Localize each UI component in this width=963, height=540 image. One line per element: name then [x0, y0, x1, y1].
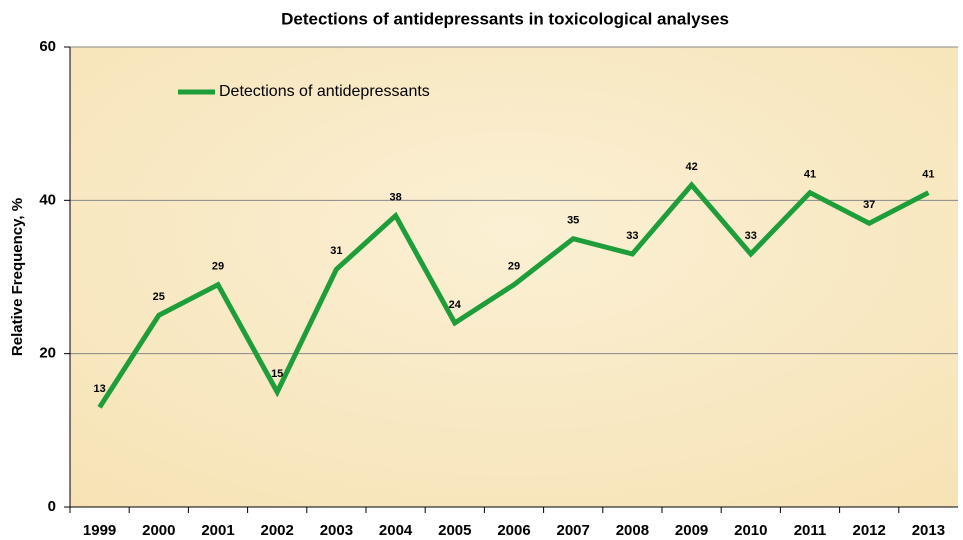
- x-tick-label: 2008: [616, 522, 649, 539]
- x-tick-label: 2010: [734, 522, 767, 539]
- data-label: 41: [804, 169, 816, 181]
- y-axis-label: Relative Frequency, %: [9, 198, 26, 356]
- data-label: 33: [745, 230, 757, 242]
- x-tick-label: 2011: [794, 522, 827, 539]
- data-label: 41: [922, 169, 934, 181]
- y-tick-label: 20: [39, 345, 56, 362]
- x-tick-label: 2002: [261, 522, 294, 539]
- x-tick-label: 2012: [853, 522, 886, 539]
- data-label: 42: [685, 161, 697, 173]
- y-tick-label: 0: [48, 498, 56, 515]
- y-tick-label: 40: [39, 191, 56, 208]
- data-label: 33: [626, 230, 638, 242]
- x-tick-label: 2006: [497, 522, 530, 539]
- data-label: 31: [330, 245, 342, 257]
- x-tick-label: 2009: [675, 522, 708, 539]
- data-label: 25: [153, 291, 165, 303]
- x-tick-label: 2013: [912, 522, 945, 539]
- data-label: 13: [93, 383, 105, 395]
- legend-label: Detections of antidepressants: [219, 83, 430, 100]
- x-tick-label: 2005: [438, 522, 471, 539]
- x-tick-label: 1999: [83, 522, 116, 539]
- plot-area: [70, 47, 958, 507]
- data-label: 29: [508, 261, 520, 273]
- data-label: 37: [863, 199, 875, 211]
- x-tick-label: 2001: [201, 522, 234, 539]
- x-tick-label: 2007: [557, 522, 590, 539]
- chart-title: Detections of antidepressants in toxicol…: [281, 9, 729, 28]
- data-label: 38: [389, 192, 401, 204]
- data-label: 24: [449, 299, 462, 311]
- x-tick-label: 2000: [142, 522, 175, 539]
- data-label: 15: [271, 368, 283, 380]
- data-label: 29: [212, 261, 224, 273]
- data-label: 35: [567, 215, 579, 227]
- x-tick-label: 2004: [379, 522, 413, 539]
- line-series: [97, 181, 930, 409]
- y-tick-label: 60: [39, 38, 56, 55]
- x-tick-label: 2003: [320, 522, 353, 539]
